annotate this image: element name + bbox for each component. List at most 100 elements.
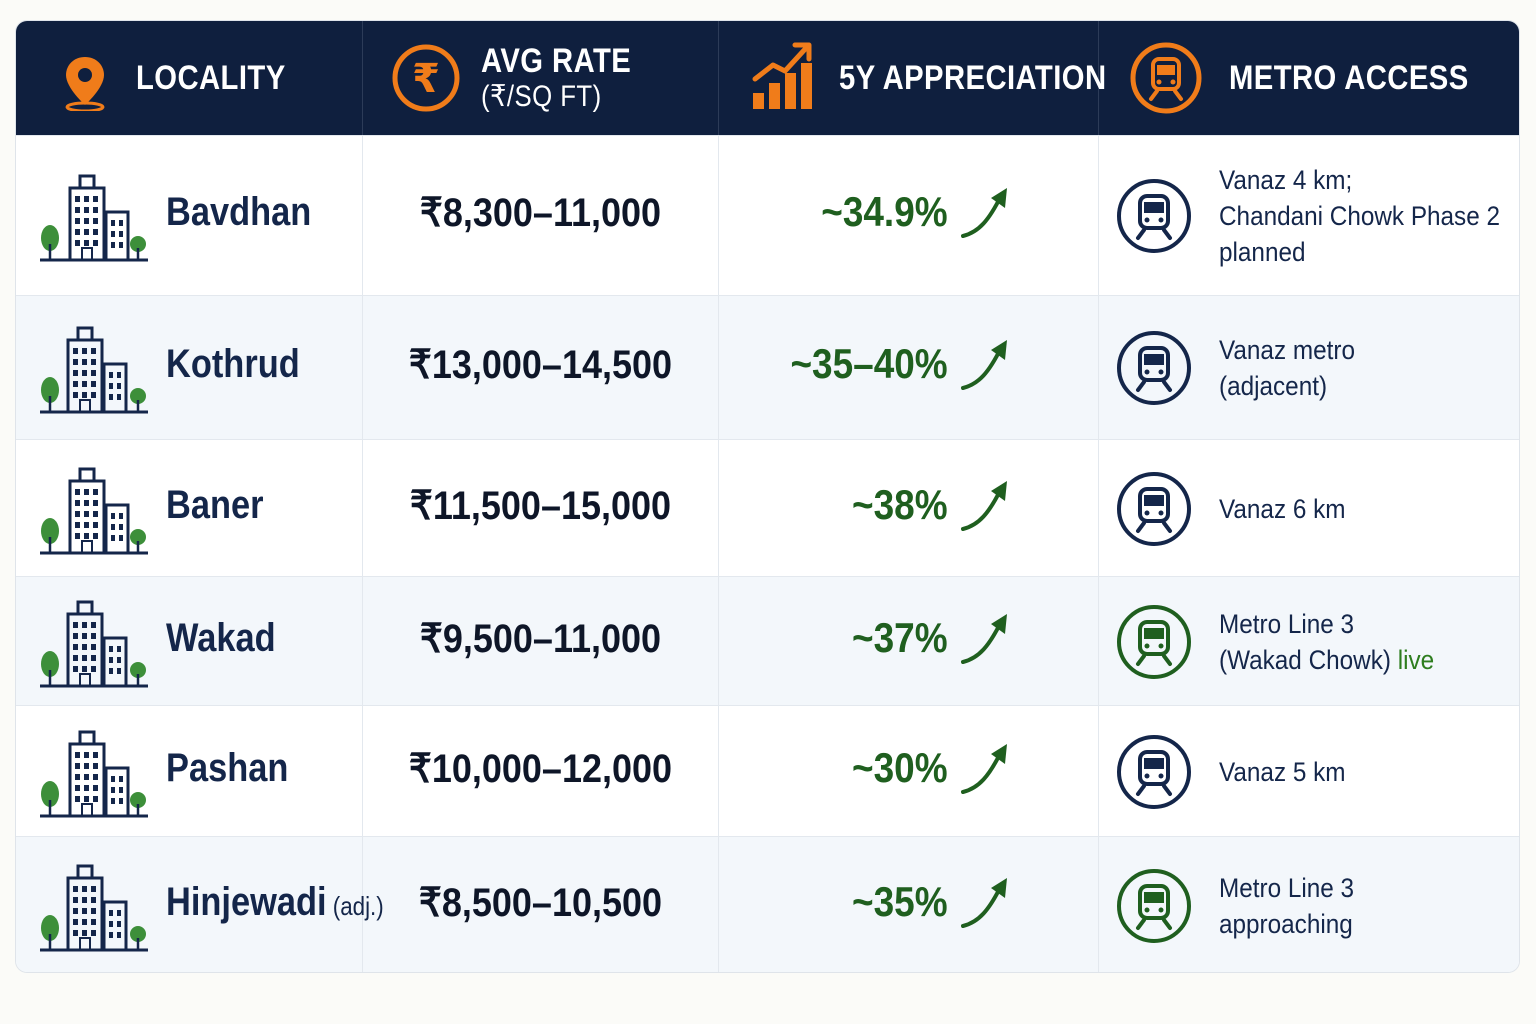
trend-up-arrow-icon (961, 188, 1007, 238)
appreciation-value: ~35–40% (790, 340, 948, 387)
metro-cell: Vanaz 4 km; Chandani Chowk Phase 2 planned (1099, 136, 1519, 295)
avg-rate-unit: (₹/SQ FT) (481, 80, 602, 113)
metro-cell: Metro Line 3 approaching (1099, 837, 1519, 972)
metro-access-text: Metro Line 3 (Wakad Chowk) live (1219, 606, 1434, 678)
metro-access-text: Vanaz metro (adjacent) (1219, 332, 1355, 404)
buildings-icon (40, 467, 148, 554)
trend-up-arrow-icon (961, 480, 1007, 531)
header-appreciation: 5Y APPRECIATION (719, 21, 1106, 135)
metro-access-line: (Wakad Chowk) live (1219, 644, 1435, 675)
locality-cell: Wakad (16, 577, 363, 705)
metro-live-badge: live (1390, 644, 1435, 675)
trend-up-arrow-icon (961, 743, 1007, 794)
locality-name: Hinjewadi (adj.) (166, 880, 384, 925)
comparison-table: LOCALITY ₹ AVG RATE (₹/SQ FT) 5Y APPRECI… (15, 20, 1520, 973)
metro-train-icon (1117, 734, 1191, 809)
appreciation-cell: ~37% (719, 577, 1099, 705)
rate-cell: ₹11,500–15,000 (363, 440, 719, 576)
locality-label: Hinjewadi (166, 880, 327, 924)
buildings-icon (40, 730, 148, 817)
locality-name: Bavdhan (166, 190, 311, 235)
avg-rate-value: ₹9,500–11,000 (419, 616, 662, 661)
table-row: Wakad ₹9,500–11,000 ~37% Metro Line 3 (Wakad… (16, 576, 1519, 705)
avg-rate-value: ₹13,000–14,500 (408, 343, 673, 387)
table-header: LOCALITY ₹ AVG RATE (₹/SQ FT) 5Y APPRECI… (16, 21, 1519, 135)
locality-name: Kothrud (166, 342, 300, 387)
rate-cell: ₹8,300–11,000 (363, 136, 719, 295)
appreciation-cell: ~38% (719, 440, 1099, 576)
table-row: Baner ₹11,500–15,000 ~38% Vanaz 6 km (16, 439, 1519, 576)
appreciation-value: ~35% (852, 878, 948, 925)
metro-train-icon (1130, 42, 1202, 114)
locality-cell: Hinjewadi (adj.) (16, 837, 384, 972)
metro-train-icon (1117, 869, 1191, 943)
metro-access-line: Chandani Chowk Phase 2 (1219, 201, 1500, 231)
avg-rate-value: ₹11,500–15,000 (409, 483, 672, 528)
header-avg-rate: ₹ AVG RATE (₹/SQ FT) (363, 21, 719, 135)
metro-cell: Vanaz 5 km (1099, 706, 1519, 836)
metro-access-line: Metro Line 3 (1219, 873, 1355, 903)
metro-access-text: Metro Line 3 approaching (1219, 870, 1354, 942)
trend-up-arrow-icon (961, 613, 1007, 664)
buildings-icon (40, 864, 148, 952)
svg-text:₹: ₹ (412, 56, 440, 102)
table-row: Hinjewadi (adj.) ₹8,500–10,500 ~35% Metro L… (16, 836, 1519, 972)
rate-cell: ₹8,500–10,500 (363, 837, 719, 972)
header-avg-rate-label: AVG RATE (₹/SQ FT) (481, 43, 631, 115)
appreciation-cell: ~30% (719, 706, 1099, 836)
locality-label: Bavdhan (166, 190, 312, 234)
location-pin-icon (65, 57, 105, 111)
metro-access-line: Vanaz 4 km; (1219, 165, 1353, 195)
locality-cell: Pashan (16, 706, 363, 836)
metro-access-line: (adjacent) (1219, 371, 1328, 401)
appreciation-value: ~37% (852, 613, 948, 661)
locality-label: Wakad (166, 615, 276, 660)
locality-label: Baner (166, 482, 264, 527)
table-row: Bavdhan ₹8,300–11,000 ~34.9% Vanaz 4 km; Cha… (16, 135, 1519, 295)
trend-up-arrow-icon (961, 878, 1007, 928)
growth-chart-icon (752, 42, 812, 109)
metro-access-line: Metro Line 3 (1219, 608, 1355, 639)
locality-name: Wakad (166, 616, 276, 661)
appreciation-value: ~38% (852, 480, 948, 528)
appreciation-cell: ~35% (719, 837, 1099, 972)
appreciation-value: ~30% (852, 743, 948, 791)
header-metro-label: METRO ACCESS (1229, 58, 1469, 97)
buildings-icon (40, 600, 148, 687)
metro-cell: Vanaz metro (adjacent) (1099, 296, 1519, 439)
avg-rate-title: AVG RATE (481, 42, 632, 80)
locality-name: Pashan (166, 746, 288, 791)
avg-rate-value: ₹8,500–10,500 (418, 881, 663, 925)
avg-rate-value: ₹10,000–12,000 (408, 746, 673, 791)
metro-access-line: Vanaz metro (1219, 335, 1355, 365)
metro-train-icon (1117, 604, 1191, 679)
locality-cell: Kothrud (16, 296, 363, 439)
trend-up-arrow-icon (961, 340, 1007, 390)
rate-cell: ₹13,000–14,500 (363, 296, 719, 439)
header-locality-label: LOCALITY (136, 58, 286, 97)
locality-cell: Bavdhan (16, 136, 363, 295)
metro-train-icon (1117, 331, 1191, 405)
locality-cell: Baner (16, 440, 363, 576)
header-locality: LOCALITY (16, 21, 363, 135)
avg-rate-value: ₹8,300–11,000 (419, 191, 662, 235)
rate-cell: ₹9,500–11,000 (363, 577, 719, 705)
header-metro: METRO ACCESS (1099, 21, 1519, 135)
header-appreciation-label: 5Y APPRECIATION (839, 58, 1107, 97)
locality-name: Baner (166, 483, 264, 528)
table-row: Kothrud ₹13,000–14,500 ~35–40% Vanaz metro (… (16, 295, 1519, 439)
locality-suffix: (adj.) (326, 891, 384, 921)
buildings-icon (40, 326, 148, 414)
appreciation-cell: ~34.9% (719, 136, 1099, 295)
table-row: Pashan ₹10,000–12,000 ~30% Vanaz 5 km (16, 705, 1519, 836)
metro-cell: Metro Line 3 (Wakad Chowk) live (1099, 577, 1519, 705)
buildings-icon (40, 174, 148, 262)
metro-cell: Vanaz 6 km (1099, 440, 1519, 576)
metro-train-icon (1117, 179, 1191, 253)
metro-access-line: planned (1219, 237, 1306, 267)
metro-access-line: Vanaz 6 km (1219, 493, 1346, 524)
appreciation-value: ~34.9% (821, 188, 948, 235)
metro-access-line: approaching (1219, 909, 1353, 939)
rate-cell: ₹10,000–12,000 (363, 706, 719, 836)
metro-access-text: Vanaz 4 km; Chandani Chowk Phase 2 planned (1219, 162, 1500, 270)
